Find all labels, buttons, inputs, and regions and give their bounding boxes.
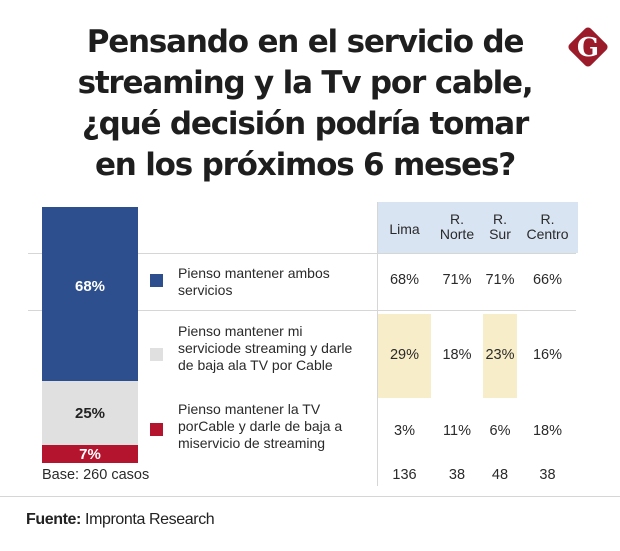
table-cell: 29% [389, 347, 420, 363]
base-count-cell: 38 [539, 467, 556, 483]
legend-text: de baja ala TV por Cable [178, 357, 333, 373]
table-cell: 71% [442, 272, 472, 288]
header-line: Lima [389, 221, 420, 237]
footer-divider [0, 496, 620, 497]
table-cell: 23% [485, 347, 515, 363]
highlight-cell-lima [378, 314, 431, 398]
legend-text: servicios [178, 282, 233, 298]
header-line: R. [540, 211, 555, 227]
source-label: Fuente: [26, 511, 81, 528]
logo-letter: G [577, 33, 599, 63]
title-line: streaming y la Tv por cable, [77, 65, 534, 101]
base-note: Base: 260 casos [42, 467, 150, 483]
header-line: Sur [489, 226, 511, 242]
base-count-cell: 38 [448, 467, 466, 483]
table-cell: 71% [485, 272, 515, 288]
bar-segment-3: 7% [42, 445, 138, 463]
title-line: en los próximos 6 meses? [94, 147, 516, 183]
title-line: ¿qué decisión podría tomar [81, 106, 529, 142]
table-cell: 18% [442, 347, 472, 363]
legend-swatch-red [150, 423, 163, 436]
table-cell: 16% [532, 347, 563, 363]
highlight-cell-rsur [483, 314, 517, 398]
table-cell: 6% [489, 423, 511, 439]
bar-data-label: 7% [79, 445, 101, 463]
header-line: Norte [439, 226, 475, 242]
legend-text: porCable y darle de baja a [178, 418, 343, 434]
table-cell: 3% [394, 423, 415, 439]
bar-segment-1: 68% [42, 207, 138, 381]
base-count-cell: 136 [392, 467, 417, 483]
logo-diamond [568, 27, 608, 67]
legend-swatch-blue [150, 274, 163, 287]
chart-title: Pensando en el servicio de streaming y l… [40, 22, 570, 186]
legend-text: serviciode streaming y darle [178, 340, 353, 356]
header-line: R. [493, 211, 507, 227]
bar-data-label: 25% [74, 404, 106, 422]
header-line: R. [450, 211, 464, 227]
column-header-rcentro: R. Centro [517, 212, 578, 242]
source-name: Impronta Research [85, 511, 215, 528]
gestion-logo-icon: G [568, 27, 608, 67]
legend-swatch-gray [150, 348, 163, 361]
legend-text: Pienso mantener mi [178, 323, 303, 339]
column-header-rnorte: R. Norte [431, 212, 483, 242]
base-count-cell: 48 [491, 467, 509, 483]
legend-item: Pienso mantener ambos servicios [178, 265, 368, 299]
legend-item: Pienso mantener mi serviciode streaming … [178, 323, 368, 374]
bar-data-label: 68% [74, 278, 106, 295]
column-header-rsur: R. Sur [483, 212, 517, 242]
header-line: Centro [526, 226, 569, 242]
legend-text: miservicio de streaming [178, 435, 326, 451]
table-cell: 11% [443, 423, 471, 439]
source-footer: Fuente: Impronta Research [26, 511, 215, 529]
legend-text: Pienso mantener ambos [178, 265, 330, 281]
column-header-lima: Lima [378, 212, 431, 237]
table-cell: 18% [532, 423, 563, 439]
table-cell: 68% [389, 272, 420, 288]
title-line: Pensando en el servicio de [86, 24, 525, 60]
bar-segment-2: 25% [42, 381, 138, 445]
legend-item: Pienso mantener la TV porCable y darle d… [178, 401, 368, 452]
table-cell: 66% [532, 272, 563, 288]
legend-text: Pienso mantener la TV [178, 401, 321, 417]
row-divider [28, 253, 576, 254]
column-divider [377, 202, 378, 486]
row-divider [28, 310, 576, 311]
table-header-background [378, 202, 578, 253]
